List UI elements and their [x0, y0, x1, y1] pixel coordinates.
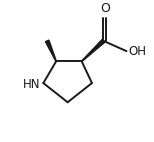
Text: HN: HN	[23, 78, 40, 91]
Text: OH: OH	[128, 45, 146, 58]
Polygon shape	[81, 39, 105, 61]
Text: O: O	[100, 2, 110, 15]
Polygon shape	[45, 40, 56, 61]
